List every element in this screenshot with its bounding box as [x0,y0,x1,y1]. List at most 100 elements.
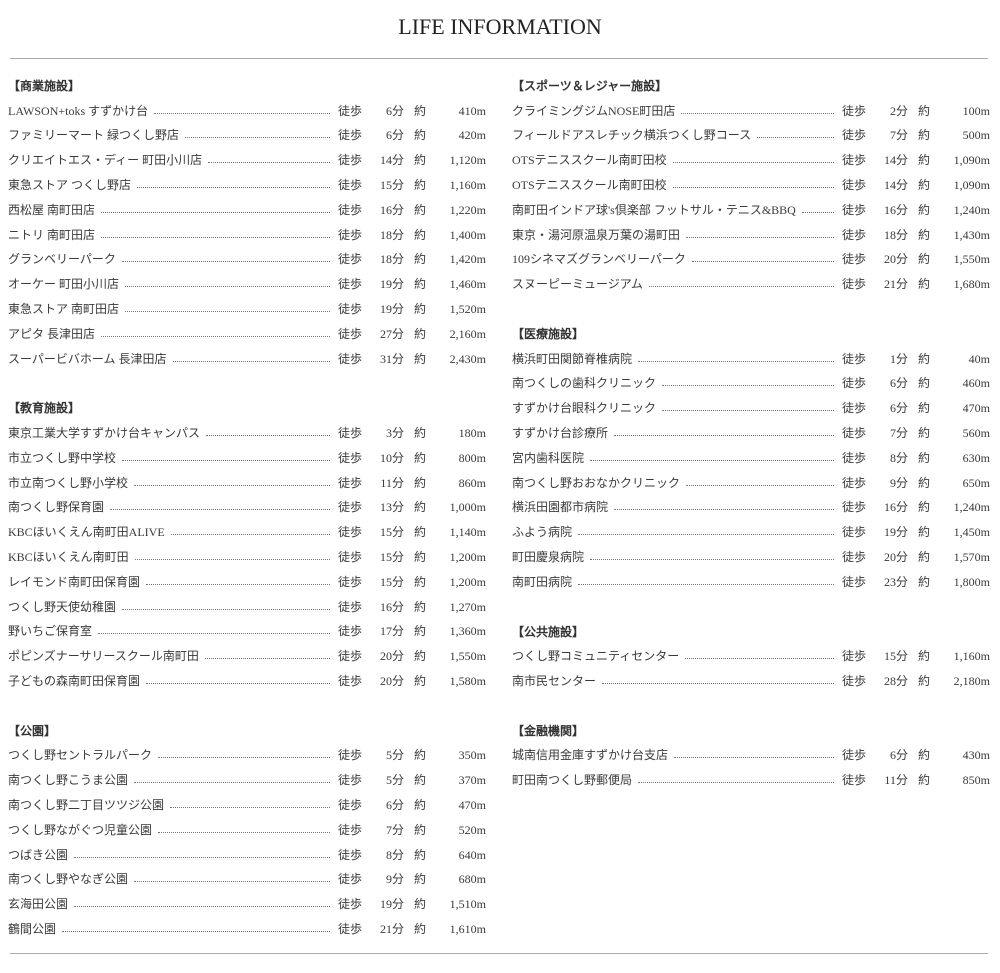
minutes-value: 19 [379,897,392,912]
walk-label: 徒歩 [338,202,363,217]
facility-row: 市立つくし野中学校 徒歩 10分約 800m [8,446,486,471]
walk-label: 徒歩 [338,227,363,242]
distance-value: 470m [962,401,990,416]
walk-minutes: 1分 [870,352,908,367]
distance-value: 1,200m [449,574,486,589]
minute-unit: 分 [391,475,404,490]
distance: 約 1,360m [414,624,486,639]
minutes-value: 21 [379,921,392,936]
approx-label: 約 [918,252,931,267]
facility-name: 横浜町田関節脊椎病院 [512,351,633,366]
minutes-value: 31 [379,351,392,366]
dotted-leader [672,187,834,189]
walk-time: 徒歩 19分 [338,302,404,317]
section-heading: 【商業施設】 [8,79,81,93]
minute-unit: 分 [391,674,404,689]
dotted-leader [686,236,834,238]
dotted-leader [578,583,834,585]
facility-name: 南町田病院 [512,574,573,589]
distance-value: 850m [962,773,990,788]
distance-value: 2,160m [449,326,486,341]
distance-value: 180m [458,426,486,441]
minute-unit: 分 [895,252,908,267]
walk-minutes: 6分 [870,748,908,763]
walk-time: 徒歩 5分 [338,748,404,763]
walk-minutes: 6分 [870,401,908,416]
dotted-leader [101,236,330,238]
minutes-value: 6 [889,376,896,391]
minute-unit: 分 [895,649,908,664]
distance-value: 1,360m [449,624,486,639]
walk-time: 徒歩 9分 [338,872,404,887]
walk-label: 徒歩 [338,128,363,143]
walk-label: 徒歩 [842,376,867,391]
facility-section: 【公園】 つくし野セントラルパーク 徒歩 5分約 350m 南つくし野こうま公園 徒歩 5分約… [8,719,486,942]
facility-row: 町田慶泉病院 徒歩 20分約 1,570m [512,545,990,570]
approx-label: 約 [414,748,427,763]
facility-name: 市立南つくし野小学校 [8,475,129,490]
bottom-divider [10,953,988,954]
minute-unit: 分 [895,525,908,540]
walk-time: 徒歩 7分 [842,128,908,143]
distance-value: 2,430m [449,351,486,366]
approx-label: 約 [414,277,427,292]
minutes-value: 9 [889,475,896,490]
distance-value: 640m [458,847,486,862]
walk-minutes: 14分 [870,178,908,193]
minute-unit: 分 [895,376,908,391]
approx-label: 約 [918,227,931,242]
facility-name: 子どもの森南町田保育園 [8,674,141,689]
distance-value: 560m [962,426,990,441]
walk-time: 徒歩 1分 [842,352,908,367]
section-heading: 【医療施設】 [512,326,585,341]
dotted-leader [121,261,330,263]
minutes-value: 11 [884,773,896,788]
walk-time: 徒歩 16分 [842,500,908,515]
walk-minutes: 7分 [870,128,908,143]
minutes-value: 18 [379,252,392,267]
walk-minutes: 31分 [366,352,404,367]
walk-minutes: 16分 [870,500,908,515]
walk-time: 徒歩 15分 [338,178,404,193]
walk-time: 徒歩 31分 [338,352,404,367]
minutes-value: 5 [385,748,392,763]
dotted-leader [602,683,834,685]
walk-time: 徒歩 16分 [338,600,404,615]
walk-minutes: 16分 [366,203,404,218]
facility-name: ニトリ 南町田店 [8,227,96,242]
facility-name: LAWSON+toks すずかけ台 [8,103,149,118]
facility-row: 南つくし野おおなかクリニック 徒歩 9分約 650m [512,471,990,496]
facility-row: 子どもの森南町田保育園 徒歩 20分約 1,580m [8,669,486,694]
walk-time: 徒歩 21分 [338,922,404,937]
dotted-leader [62,930,330,932]
facility-row: つくし野コミュニティセンター 徒歩 15分約 1,160m [512,644,990,669]
distance: 約 100m [918,104,990,119]
dotted-leader [158,831,330,833]
distance: 約 2,160m [414,327,486,342]
facility-name: クリエイトエス・ディー 町田小川店 [8,153,203,168]
walk-minutes: 19分 [366,897,404,912]
walk-minutes: 20分 [870,550,908,565]
distance: 約 860m [414,476,486,491]
distance: 約 410m [414,104,486,119]
walk-time: 徒歩 11分 [338,476,404,491]
facility-row: 市立南つくし野小学校 徒歩 11分約 860m [8,471,486,496]
facility-name: KBCほいくえん南町田ALIVE [8,525,165,540]
minutes-value: 15 [379,525,392,540]
facility-name: グランベリーパーク [8,252,116,267]
distance: 約 2,430m [414,352,486,367]
minutes-value: 15 [379,178,392,193]
minute-unit: 分 [895,500,908,515]
dotted-leader [757,137,834,139]
approx-label: 約 [414,574,427,589]
approx-label: 約 [918,401,931,416]
facility-name: 南つくし野保育園 [8,500,105,515]
minutes-value: 2 [889,103,896,118]
walk-label: 徒歩 [338,525,363,540]
distance: 約 2,180m [918,674,990,689]
walk-minutes: 7分 [870,426,908,441]
approx-label: 約 [414,649,427,664]
walk-time: 徒歩 18分 [842,228,908,243]
walk-minutes: 15分 [366,525,404,540]
distance: 約 500m [918,128,990,143]
